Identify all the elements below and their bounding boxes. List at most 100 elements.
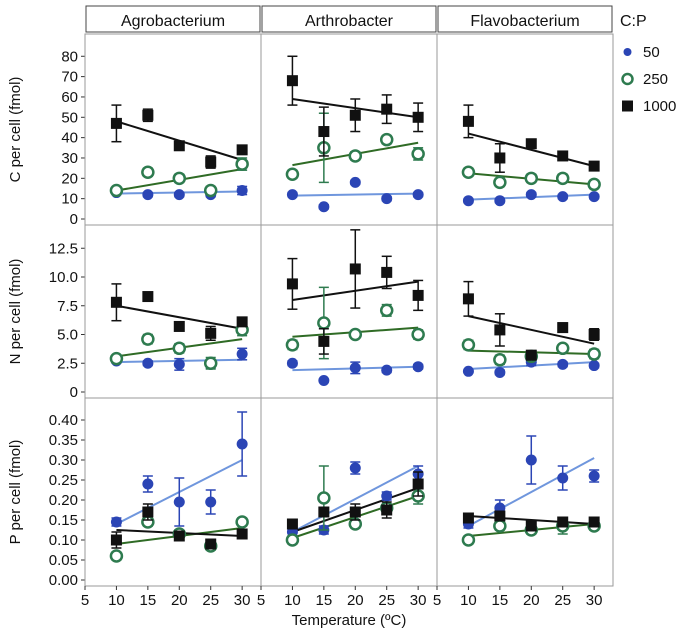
- fit-line-1000: [116, 304, 243, 330]
- data-point-1000: [381, 266, 393, 278]
- data-point-50: [412, 361, 424, 373]
- data-point-250: [461, 165, 476, 179]
- fit-line-1000: [468, 132, 595, 168]
- data-point-50: [286, 189, 298, 201]
- y-tick-label: 0.10: [49, 532, 78, 549]
- data-point-250: [493, 175, 507, 190]
- x-tick-label: 25: [202, 592, 219, 609]
- y-tick-label: 0: [70, 211, 78, 228]
- data-point-250: [348, 149, 363, 163]
- data-point-50: [236, 438, 248, 450]
- data-point-50: [462, 195, 474, 207]
- data-point-1000: [236, 316, 248, 328]
- data-point-50: [381, 490, 393, 502]
- data-point-250: [285, 167, 300, 181]
- data-point-1000: [462, 512, 474, 524]
- data-point-250: [317, 316, 331, 330]
- panel-frame: [260, 224, 438, 399]
- data-point-250: [379, 303, 394, 318]
- data-point-1000: [142, 506, 154, 518]
- data-point-50: [205, 496, 217, 508]
- data-point-250: [109, 183, 124, 198]
- data-point-1000: [205, 156, 217, 168]
- y-tick-label: 0.15: [49, 512, 78, 529]
- strip-header-box: [437, 5, 613, 33]
- data-point-1000: [142, 109, 154, 121]
- data-point-1000: [286, 75, 298, 87]
- data-point-50: [142, 357, 154, 369]
- data-point-50: [236, 348, 248, 360]
- data-point-1000: [318, 506, 330, 518]
- y-tick-label: 2.5: [57, 355, 78, 372]
- data-point-50: [349, 362, 361, 374]
- data-point-250: [411, 327, 425, 342]
- y-axis-title: C per cell (fmol): [7, 77, 24, 183]
- data-point-1000: [525, 349, 537, 361]
- data-point-1000: [381, 103, 393, 115]
- data-point-250: [109, 549, 124, 563]
- data-point-50: [557, 472, 569, 484]
- data-point-1000: [236, 528, 248, 540]
- y-tick-label: 0.20: [49, 492, 78, 509]
- y-tick-label: 0.30: [49, 452, 78, 469]
- y-tick-label: 40: [61, 130, 78, 147]
- legend-marker-1000: [622, 100, 633, 112]
- data-point-250: [203, 183, 218, 198]
- data-point-250: [172, 341, 187, 356]
- data-point-1000: [205, 327, 217, 339]
- data-point-1000: [557, 150, 569, 162]
- data-point-50: [588, 191, 600, 203]
- y-tick-label: 60: [61, 89, 78, 106]
- panel-frame: [260, 397, 438, 587]
- data-point-250: [141, 332, 155, 346]
- data-point-50: [236, 185, 248, 197]
- data-point-250: [235, 515, 249, 529]
- x-tick-label: 10: [108, 592, 125, 609]
- data-point-50: [588, 360, 600, 372]
- fit-line-50: [291, 465, 419, 533]
- y-tick-label: 0.40: [49, 412, 78, 429]
- data-point-1000: [462, 293, 474, 305]
- fit-line-1000: [468, 515, 595, 525]
- legend-label: 50: [643, 44, 660, 61]
- data-point-50: [525, 189, 537, 201]
- data-point-1000: [525, 520, 537, 532]
- data-point-250: [493, 519, 507, 533]
- data-point-250: [461, 533, 476, 547]
- x-tick-label: 5: [81, 592, 89, 609]
- legend-title: C:P: [620, 13, 647, 30]
- data-point-1000: [557, 322, 569, 334]
- data-point-1000: [412, 111, 424, 123]
- data-point-1000: [494, 510, 506, 522]
- data-point-1000: [588, 329, 600, 340]
- x-tick-label: 10: [460, 592, 477, 609]
- data-point-250: [203, 356, 218, 370]
- y-axis-title: N per cell (fmol): [7, 259, 24, 365]
- data-point-50: [318, 375, 330, 386]
- x-tick-label: 5: [257, 592, 265, 609]
- data-point-250: [411, 147, 425, 161]
- data-point-50: [318, 201, 330, 213]
- x-tick-label: 5: [433, 592, 441, 609]
- data-point-250: [493, 353, 507, 367]
- data-point-1000: [173, 320, 185, 332]
- data-point-1000: [318, 335, 330, 347]
- x-tick-label: 15: [492, 592, 509, 609]
- x-axis-title: Temperature (ºC): [292, 612, 407, 629]
- data-point-1000: [236, 144, 248, 156]
- data-point-1000: [462, 115, 474, 127]
- strip-header-box: [85, 5, 261, 33]
- data-point-1000: [173, 530, 185, 542]
- y-tick-label: 12.5: [49, 240, 78, 257]
- data-point-1000: [142, 291, 154, 303]
- x-tick-label: 10: [284, 592, 301, 609]
- x-tick-label: 15: [140, 592, 157, 609]
- data-point-50: [381, 193, 393, 205]
- data-point-1000: [110, 296, 122, 308]
- y-tick-label: 20: [61, 170, 78, 187]
- data-point-250: [235, 157, 249, 171]
- data-point-1000: [318, 126, 330, 138]
- data-point-50: [349, 176, 361, 188]
- y-tick-label: 70: [61, 69, 78, 86]
- panel-frame: [436, 33, 614, 226]
